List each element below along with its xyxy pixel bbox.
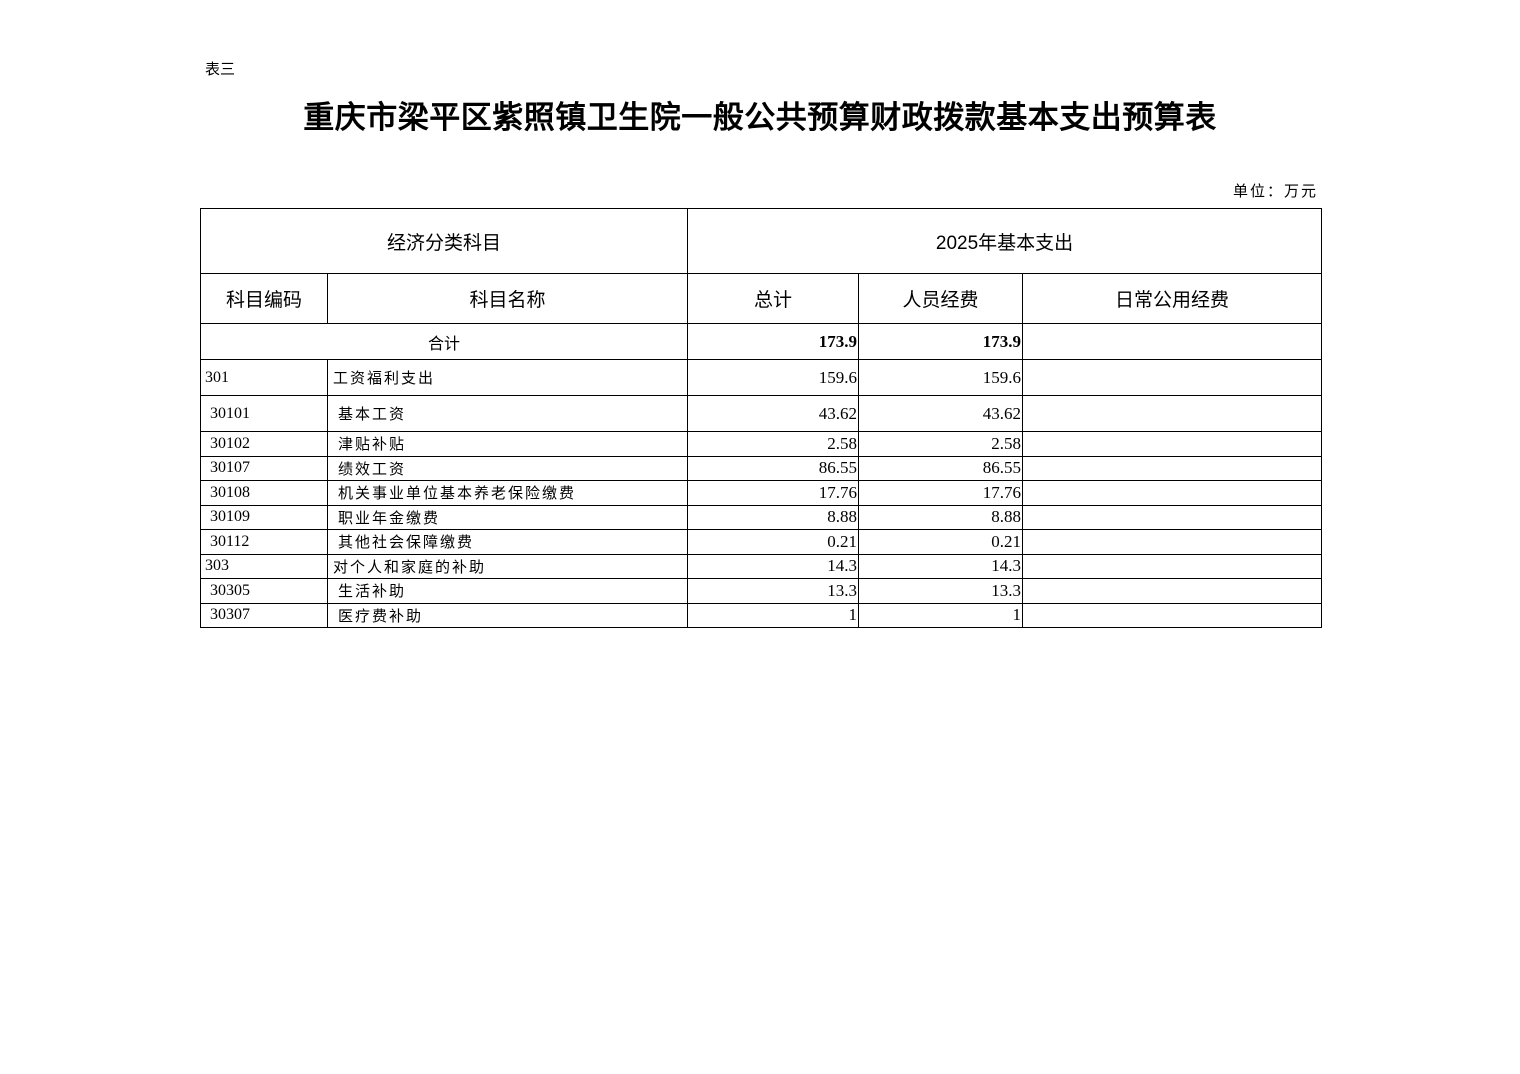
table-row: 30307 医疗费补助 1 1 bbox=[200, 602, 1323, 628]
row-name: 生活补助 bbox=[326, 578, 689, 604]
row-personnel: 14.3 bbox=[858, 553, 1024, 579]
row-name: 医疗费补助 bbox=[326, 602, 689, 628]
header-economic-classification: 经济分类科目 bbox=[199, 208, 689, 274]
row-code: 301 bbox=[200, 359, 328, 396]
header-personnel: 人员经费 bbox=[858, 273, 1024, 324]
row-name: 对个人和家庭的补助 bbox=[326, 553, 689, 579]
table-row: 30305 生活补助 13.3 13.3 bbox=[200, 578, 1323, 604]
total-personnel: 173.9 bbox=[858, 323, 1024, 360]
row-total: 2.58 bbox=[687, 431, 860, 457]
row-personnel: 2.58 bbox=[858, 431, 1024, 457]
row-name: 职业年金缴费 bbox=[326, 504, 689, 530]
row-code: 303 bbox=[200, 553, 328, 579]
row-public bbox=[1022, 359, 1323, 396]
row-public bbox=[1022, 395, 1323, 432]
row-total: 14.3 bbox=[687, 553, 860, 579]
row-personnel: 86.55 bbox=[858, 455, 1024, 481]
row-total: 43.62 bbox=[687, 395, 860, 432]
row-personnel: 159.6 bbox=[858, 359, 1024, 396]
table-row: 30112 其他社会保障缴费 0.21 0.21 bbox=[200, 529, 1323, 555]
row-personnel: 8.88 bbox=[858, 504, 1024, 530]
row-code: 30307 bbox=[200, 602, 328, 628]
row-total: 1 bbox=[687, 602, 860, 628]
table-row: 303 对个人和家庭的补助 14.3 14.3 bbox=[200, 553, 1323, 579]
table-number-label: 表三 bbox=[205, 62, 236, 78]
row-public bbox=[1022, 480, 1323, 506]
header-basic-expenditure: 2025年基本支出 bbox=[687, 208, 1323, 274]
row-public bbox=[1022, 529, 1323, 555]
page-title: 重庆市梁平区紫照镇卫生院一般公共预算财政拨款基本支出预算表 bbox=[303, 100, 1217, 135]
header-name: 科目名称 bbox=[326, 273, 689, 324]
row-name: 机关事业单位基本养老保险缴费 bbox=[326, 480, 689, 506]
row-personnel: 13.3 bbox=[858, 578, 1024, 604]
total-row: 合计 173.9 173.9 bbox=[199, 323, 1323, 360]
row-code: 30112 bbox=[200, 529, 328, 555]
header-public: 日常公用经费 bbox=[1022, 273, 1323, 324]
row-code: 30108 bbox=[200, 480, 328, 506]
table-row: 30107 绩效工资 86.55 86.55 bbox=[200, 455, 1323, 481]
header-total: 总计 bbox=[687, 273, 860, 324]
table-row: 301 工资福利支出 159.6 159.6 bbox=[200, 359, 1323, 396]
table-row: 30108 机关事业单位基本养老保险缴费 17.76 17.76 bbox=[200, 480, 1323, 506]
row-total: 17.76 bbox=[687, 480, 860, 506]
unit-label: 单位：万元 bbox=[1232, 184, 1318, 200]
row-name: 其他社会保障缴费 bbox=[326, 529, 689, 555]
row-public bbox=[1022, 504, 1323, 530]
row-public bbox=[1022, 455, 1323, 481]
row-total: 8.88 bbox=[687, 504, 860, 530]
total-label: 合计 bbox=[199, 323, 689, 360]
header-group-row: 经济分类科目 2025年基本支出 bbox=[199, 208, 1323, 274]
row-personnel: 43.62 bbox=[858, 395, 1024, 432]
row-name: 基本工资 bbox=[326, 395, 689, 432]
header-row: 科目编码 科目名称 总计 人员经费 日常公用经费 bbox=[200, 273, 1323, 324]
row-public bbox=[1022, 431, 1323, 457]
table-row: 30101 基本工资 43.62 43.62 bbox=[200, 395, 1323, 432]
total-public bbox=[1022, 323, 1323, 360]
table-row: 30109 职业年金缴费 8.88 8.88 bbox=[200, 504, 1323, 530]
row-name: 津贴补贴 bbox=[326, 431, 689, 457]
row-total: 159.6 bbox=[687, 359, 860, 396]
row-code: 30109 bbox=[200, 504, 328, 530]
row-total: 0.21 bbox=[687, 529, 860, 555]
row-total: 13.3 bbox=[687, 578, 860, 604]
row-code: 30102 bbox=[200, 431, 328, 457]
budget-table: 经济分类科目 2025年基本支出 科目编码 科目名称 总计 人员经费 日常公用经… bbox=[199, 208, 1323, 628]
row-name: 绩效工资 bbox=[326, 455, 689, 481]
header-code: 科目编码 bbox=[200, 273, 328, 324]
row-code: 30305 bbox=[200, 578, 328, 604]
row-code: 30107 bbox=[200, 455, 328, 481]
row-personnel: 17.76 bbox=[858, 480, 1024, 506]
row-personnel: 1 bbox=[858, 602, 1024, 628]
total-total: 173.9 bbox=[687, 323, 860, 360]
row-name: 工资福利支出 bbox=[326, 359, 689, 396]
row-public bbox=[1022, 602, 1323, 628]
row-personnel: 0.21 bbox=[858, 529, 1024, 555]
row-code: 30101 bbox=[200, 395, 328, 432]
row-total: 86.55 bbox=[687, 455, 860, 481]
row-public bbox=[1022, 578, 1323, 604]
table-row: 30102 津贴补贴 2.58 2.58 bbox=[200, 431, 1323, 457]
row-public bbox=[1022, 553, 1323, 579]
